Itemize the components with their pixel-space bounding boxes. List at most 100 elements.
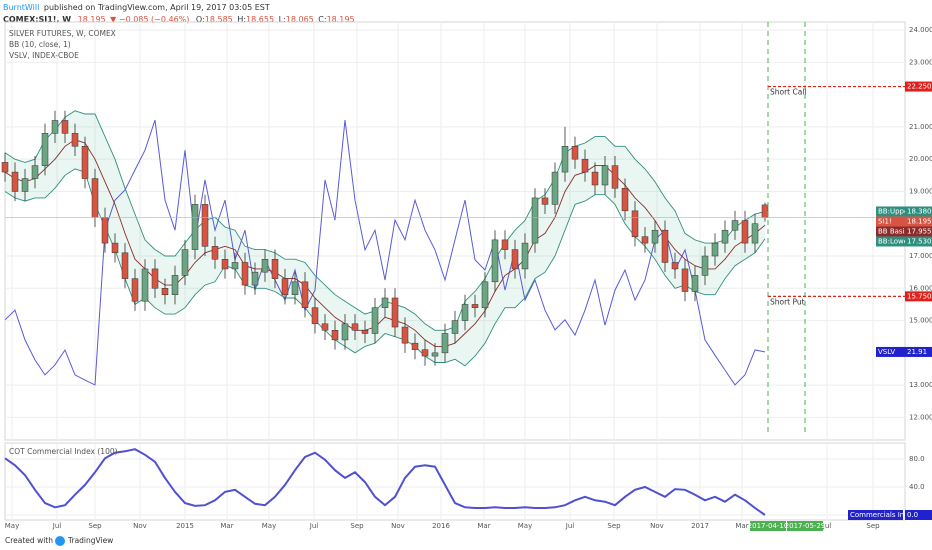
candle-body <box>731 220 739 231</box>
candle-body <box>741 220 749 244</box>
symbol: COMEX:SI1!, W <box>3 15 71 24</box>
candle-body <box>211 246 219 260</box>
candle-body <box>401 326 409 344</box>
series-tag-label: VSLV <box>878 348 895 356</box>
candle-body <box>701 255 709 276</box>
candle-body <box>191 204 199 250</box>
y-tick-label: 20.000 <box>909 155 932 163</box>
candle-body <box>101 217 109 244</box>
candle-body <box>521 242 529 270</box>
level-label: Short Call <box>770 88 807 97</box>
candle-body <box>571 146 579 160</box>
value-badge-label: 18.380 <box>907 207 932 215</box>
footer-brand[interactable]: TradingView <box>67 536 113 545</box>
candle-body <box>391 297 399 328</box>
candle-body <box>631 210 639 237</box>
candle-body <box>541 197 549 205</box>
y-tick-label: 80.0 <box>909 455 925 463</box>
level-badge-value: 15.750 <box>907 292 932 300</box>
candle-body <box>351 323 359 331</box>
candle-body <box>311 307 319 325</box>
x-tick-label: Sep <box>866 522 880 530</box>
series-tag-label: SI1! <box>878 217 892 225</box>
series-tag <box>876 236 905 247</box>
candle-body <box>611 165 619 189</box>
candle-body <box>511 249 519 270</box>
candle-body <box>361 330 369 334</box>
candle-body <box>171 275 179 295</box>
date-badge-label: 2017-05-29 <box>785 522 826 530</box>
value-badge-label: 0.0 <box>907 511 918 519</box>
y-tick-label: 23.000 <box>909 58 932 66</box>
level-badge <box>905 291 932 302</box>
logo <box>55 536 65 546</box>
y-tick-label: 13.000 <box>909 381 932 389</box>
candle-body <box>761 204 769 218</box>
cot-legend: COT Commercial Index (100) <box>9 447 118 456</box>
close-label: C: <box>318 15 326 24</box>
candle-body <box>621 187 629 212</box>
level-badge-value: 22.250 <box>907 83 932 91</box>
published: published on TradingView.com, April 19, … <box>44 3 270 12</box>
x-tick-label: Jul <box>309 522 319 530</box>
series-tag <box>876 206 905 217</box>
footer-text: Created with <box>5 536 53 545</box>
bb-fill <box>5 110 765 366</box>
candle-body <box>441 333 449 354</box>
candle-body <box>31 165 39 179</box>
x-tick-label: Sep <box>88 522 102 530</box>
candle-body <box>381 297 389 308</box>
date-badge-label: 2017-04-10 <box>748 522 789 530</box>
author[interactable]: BurntWill <box>3 3 39 12</box>
low-value: 18.065 <box>286 15 314 24</box>
candle-body <box>291 281 299 295</box>
bb-legend: BB (10, close, 1) <box>9 40 71 49</box>
candle-body <box>711 242 719 257</box>
candle-body <box>551 171 559 205</box>
candle-body <box>581 158 589 173</box>
candle-body <box>331 330 339 341</box>
series-tag-label: Commercials Index <box>850 511 917 519</box>
candle-body <box>51 120 59 134</box>
candle-body <box>601 165 609 186</box>
candle-body <box>281 278 289 295</box>
value-badge-label: 17.530 <box>907 237 932 245</box>
candle-body <box>71 133 79 147</box>
x-tick-label: May <box>5 522 19 530</box>
series-tag <box>876 216 905 227</box>
series-tag <box>876 226 905 237</box>
series-tag-label: BB:Upper <box>878 207 911 215</box>
x-tick-label: Jul <box>565 522 575 530</box>
value-badge <box>905 346 932 357</box>
candle-body <box>81 146 89 179</box>
x-tick-label: 2016 <box>432 522 450 530</box>
candle-body <box>11 171 19 192</box>
vslv-line <box>4 119 766 386</box>
y-tick-label: 24.000 <box>909 26 932 34</box>
candle-body <box>131 278 139 302</box>
y-tick-label: 16.000 <box>909 284 932 292</box>
value-badge <box>905 216 932 227</box>
candle-body <box>561 146 569 173</box>
x-tick-label: 2017 <box>691 522 709 530</box>
candle-body <box>531 197 539 244</box>
candle-body <box>591 171 599 186</box>
candle-body <box>151 268 159 289</box>
date-badge <box>750 521 786 531</box>
candle-body <box>301 281 309 308</box>
series-tag-label: BB Basis <box>878 227 909 235</box>
x-tick-label: Sep <box>350 522 364 530</box>
publish-line: BurntWill published on TradingView.com, … <box>3 3 270 12</box>
series-tag <box>876 346 905 357</box>
candle-body <box>491 239 499 283</box>
date-badge <box>787 521 823 531</box>
cot-line <box>4 448 766 516</box>
candle-body <box>671 262 679 270</box>
x-tick-label: Sep <box>607 522 621 530</box>
high-value: 18.655 <box>246 15 274 24</box>
change: ▼ −0.085 (−0.46%) <box>110 15 189 24</box>
x-tick-label: May <box>518 522 532 530</box>
candle-body <box>111 242 119 254</box>
candle-body <box>231 262 239 270</box>
x-tick-label: Nov <box>133 522 147 530</box>
